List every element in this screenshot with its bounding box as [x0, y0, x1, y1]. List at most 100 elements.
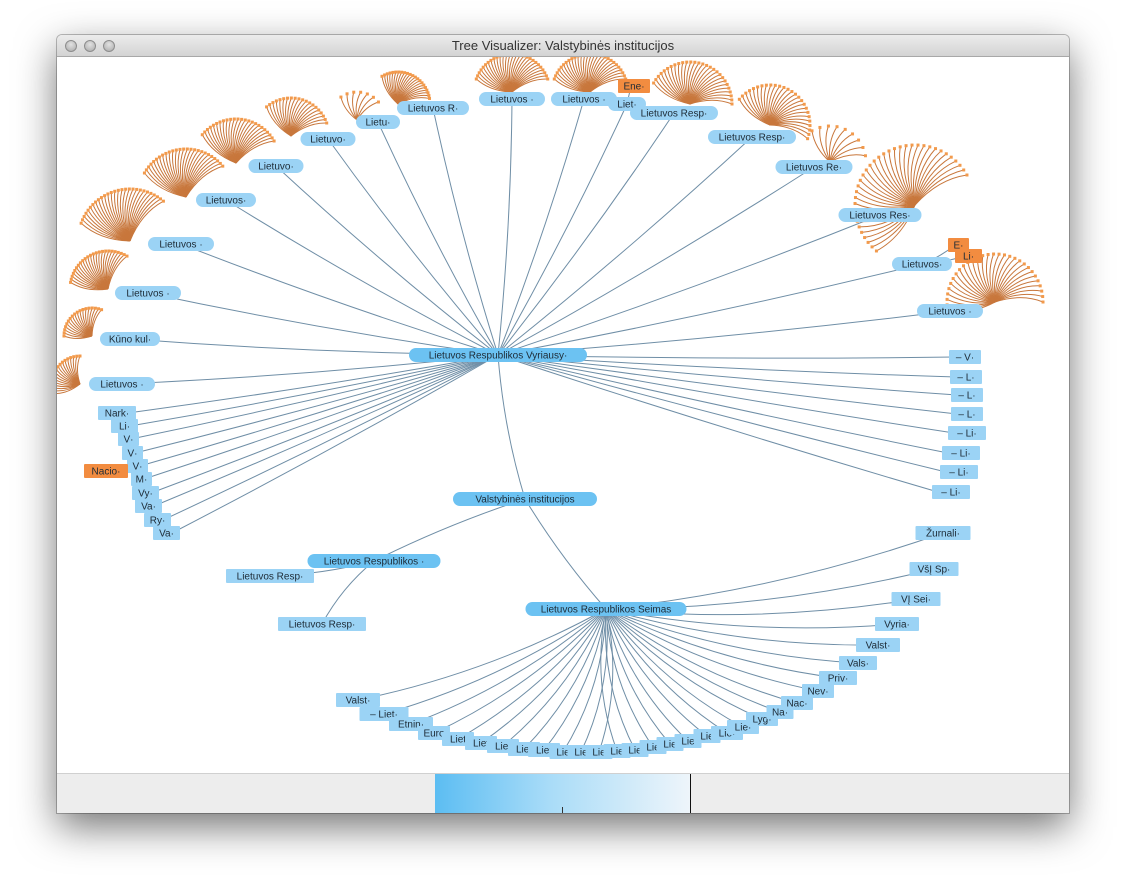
president-node[interactable]: Lietuvos Respublikos · — [307, 554, 441, 568]
zoom-button[interactable] — [103, 40, 115, 52]
tree-node[interactable]: Vals· — [839, 656, 877, 670]
tree-node[interactable]: Lietu· — [356, 115, 400, 129]
fan-leaf — [120, 188, 124, 192]
tree-node[interactable]: Lietuvos · — [917, 304, 983, 318]
collapsed-leaf-fan[interactable] — [79, 187, 165, 242]
fan-leaf — [861, 146, 865, 150]
tree-node[interactable]: Lietuvo· — [300, 132, 356, 146]
root-node[interactable]: Valstybinės institucijos — [453, 492, 597, 506]
slider-tick — [562, 807, 563, 813]
tree-node[interactable]: Vy· — [132, 486, 159, 500]
tree-node[interactable]: Lietuvos Resp· — [630, 106, 718, 120]
tree-node[interactable]: Vyria· — [875, 617, 919, 631]
tree-node[interactable]: Lietuvos · — [89, 377, 155, 391]
fan-leaf — [221, 164, 225, 168]
node-label: V· — [124, 435, 134, 446]
tree-node[interactable]: Nark· — [98, 406, 136, 420]
tree-node[interactable]: Va· — [135, 499, 162, 513]
tree-node[interactable]: Lietuvos Resp· — [226, 569, 314, 583]
tree-node[interactable]: Lietuvos· — [892, 257, 952, 271]
collapsed-leaf-fan[interactable] — [380, 70, 432, 105]
collapsed-leaf-fan[interactable] — [339, 90, 380, 121]
tree-node[interactable]: Ry· — [144, 513, 171, 527]
tree-node[interactable]: – Li· — [948, 426, 986, 440]
minimize-button[interactable] — [84, 40, 96, 52]
collapsed-leaf-fan[interactable] — [57, 354, 82, 396]
collapsed-leaf-fan[interactable] — [737, 83, 812, 141]
tree-node[interactable]: Lietuvos· — [196, 193, 256, 207]
collapsed-leaf-fan[interactable] — [142, 147, 225, 198]
collapsed-leaf-fan[interactable] — [265, 96, 329, 137]
node-label: Lietuvos Re· — [786, 163, 842, 174]
tree-node[interactable]: VšĮ Sp· — [909, 562, 959, 576]
fan-leaf — [666, 66, 670, 70]
fan-leaf — [740, 94, 744, 98]
tree-node[interactable]: Lietuvos R· — [397, 101, 469, 115]
fan-leaf — [413, 75, 417, 79]
fan-leaf — [705, 63, 709, 67]
collapsed-leaf-fan[interactable] — [69, 249, 129, 291]
tree-node[interactable]: Va· — [153, 526, 180, 540]
node-label: – Liet· — [370, 710, 398, 721]
tree-node[interactable]: Valst· — [336, 693, 380, 707]
collapsed-leaf-fan[interactable] — [62, 306, 104, 340]
tree-node[interactable]: Nac· — [781, 696, 813, 710]
tree-node[interactable]: Žurnali· — [915, 526, 971, 540]
fan-leaf — [656, 74, 660, 78]
tree-node[interactable]: Kūno kul· — [100, 332, 160, 346]
collapsed-leaf-fan[interactable] — [474, 57, 550, 93]
node-box — [226, 569, 314, 583]
collapsed-leaf-fan[interactable] — [552, 57, 628, 93]
zoom-slider[interactable] — [435, 774, 691, 813]
tree-node[interactable]: – Li· — [932, 485, 970, 499]
tree-node[interactable]: Li· — [111, 419, 138, 433]
tree-node[interactable]: V· — [118, 432, 139, 446]
node-box — [781, 696, 813, 710]
tree-node[interactable]: Lietuvos · — [479, 92, 545, 106]
collapsed-leaf-fan[interactable] — [945, 252, 1045, 313]
fan-leaf — [603, 57, 607, 59]
fan-leaf — [149, 162, 153, 166]
tree-node[interactable]: Valst· — [856, 638, 900, 652]
tree-node[interactable]: Priv· — [819, 671, 857, 685]
tree-node[interactable]: Lietuvos · — [115, 286, 181, 300]
tree-node[interactable]: Lietuvos Resp· — [278, 617, 366, 631]
close-button[interactable] — [65, 40, 77, 52]
tree-node[interactable]: – Li· — [940, 465, 978, 479]
government-node[interactable]: Lietuvos Respublikos Vyriausy· — [409, 348, 587, 362]
fan-leaf — [727, 86, 731, 90]
tree-node[interactable]: Lietuvos · — [551, 92, 617, 106]
tree-node[interactable]: V· — [122, 446, 143, 460]
tree-edge — [410, 608, 607, 725]
fan-leaf — [213, 157, 217, 161]
collapsed-leaf-fan[interactable] — [853, 143, 969, 253]
tree-node[interactable]: Lietuvos Re· — [775, 160, 853, 174]
tree-node[interactable]: – V· — [949, 350, 981, 364]
node-label: Lietuvos Respublikos Seimas — [541, 605, 672, 616]
highlighted-node[interactable]: Li· — [955, 249, 982, 263]
tree-node[interactable]: – Li· — [942, 446, 980, 460]
fan-leaf — [474, 77, 478, 81]
fan-leaf — [90, 306, 94, 310]
tree-node[interactable]: Nev· — [802, 684, 834, 698]
tree-node[interactable]: – L· — [951, 388, 983, 402]
highlighted-node[interactable]: E· — [948, 238, 969, 252]
collapsed-leaf-fan[interactable] — [200, 117, 276, 164]
collapsed-leaf-fan[interactable] — [810, 124, 867, 163]
tree-node[interactable]: Lietuvos Resp· — [708, 130, 796, 144]
tree-node[interactable]: Lietuvos · — [148, 237, 214, 251]
tree-node[interactable]: Lietuvo· — [248, 159, 304, 173]
tree-node[interactable]: – L· — [950, 370, 982, 384]
tree-canvas[interactable]: Valstybinės institucijos Lietuvos Respubl… — [57, 57, 1069, 773]
fan-leaf — [922, 144, 926, 148]
tree-node[interactable]: VĮ Sei· — [891, 592, 941, 606]
seimas-node[interactable]: Lietuvos Respublikos Seimas — [525, 602, 687, 616]
highlighted-node[interactable]: Nacio· — [84, 464, 128, 478]
tree-node[interactable]: – L· — [951, 407, 983, 421]
tree-node[interactable]: V· — [127, 459, 148, 473]
fan-leaf — [240, 117, 244, 121]
collapsed-leaf-fan[interactable] — [652, 60, 734, 106]
tree-node[interactable]: Lietuvos Res· — [838, 208, 922, 222]
highlighted-node[interactable]: Ene· — [618, 79, 650, 93]
tree-node[interactable]: M· — [131, 472, 152, 486]
